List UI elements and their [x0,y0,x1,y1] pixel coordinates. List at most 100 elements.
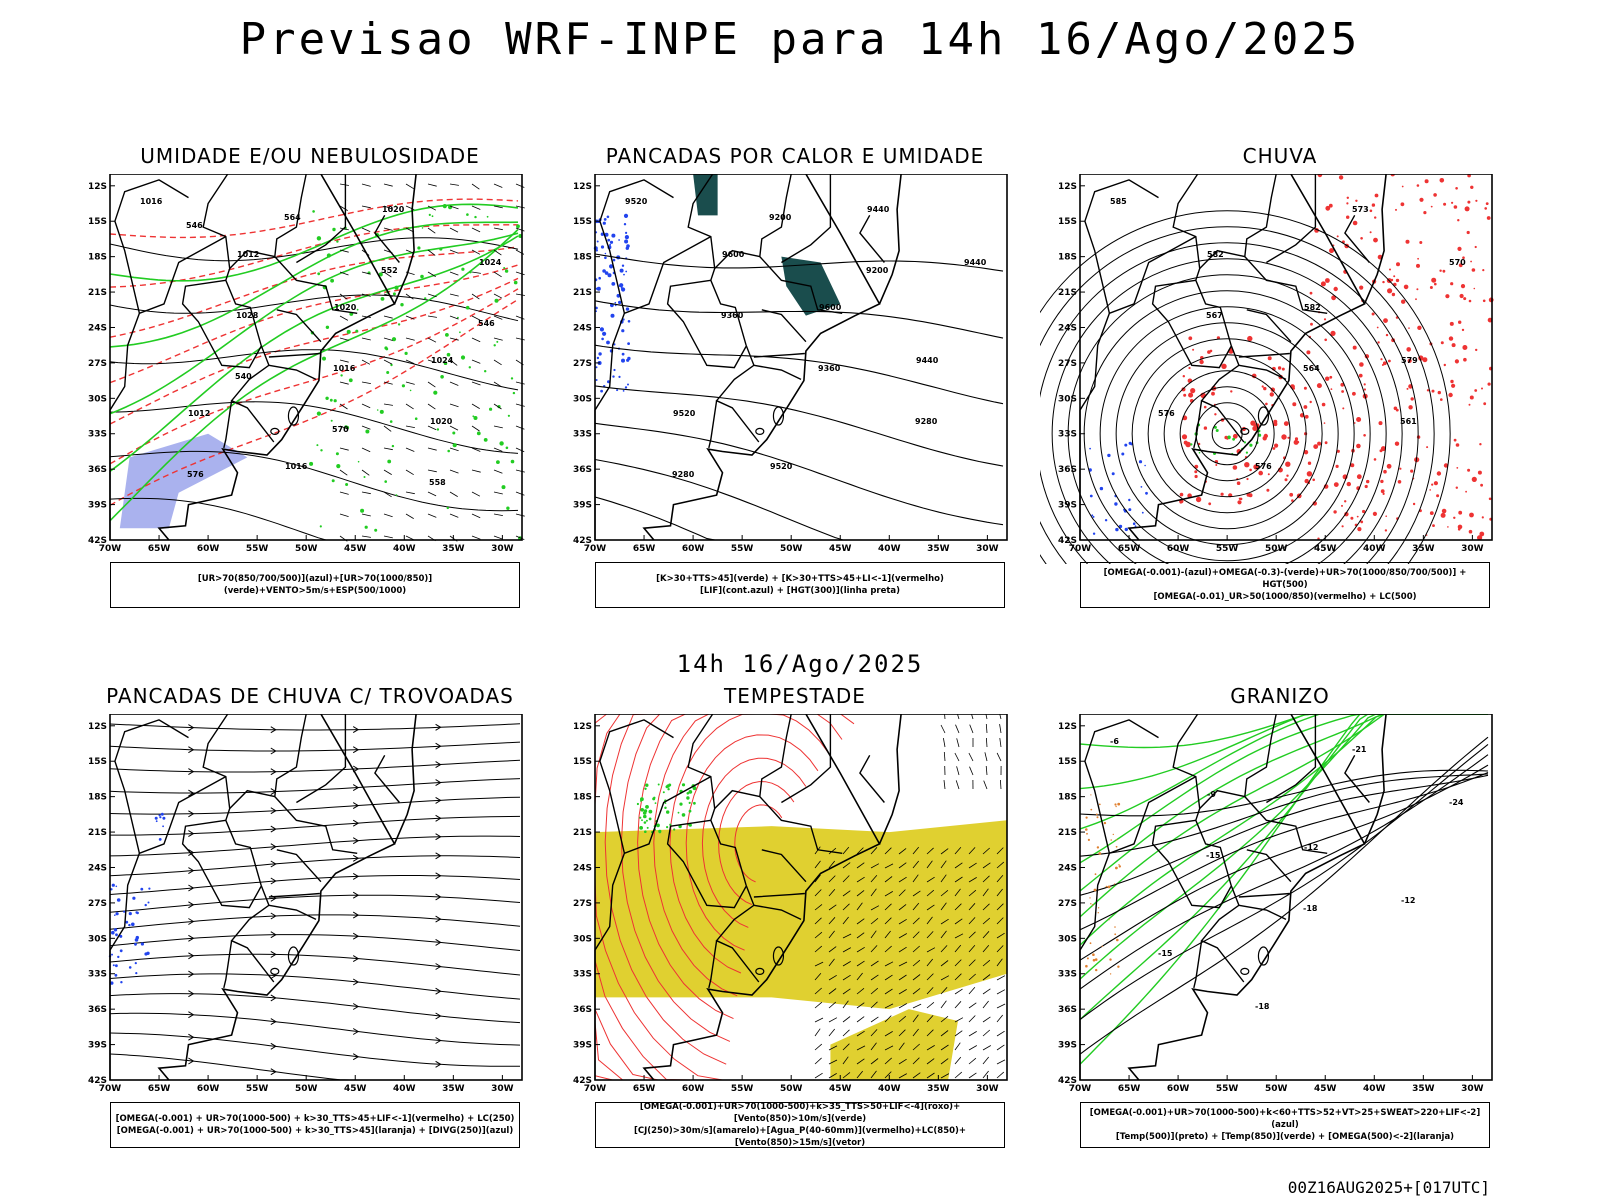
rain-cell [1464,206,1470,212]
rain-cell [1309,400,1312,404]
moisture-cell [443,361,448,365]
lon-label: 35W [1412,1084,1435,1094]
wind-850-cell [686,792,690,795]
moisture-cell [332,227,336,232]
rain-cell [1303,386,1307,390]
border-line [761,849,807,883]
rain-cell [1192,348,1195,351]
lat-label: 42S [573,1076,592,1086]
lon-label: 40W [393,1084,416,1094]
rain-cell [1330,388,1333,390]
rain-cell [1335,464,1339,468]
rain-cell [1181,434,1188,440]
wind-vector [842,1072,851,1079]
divergence-cell [144,903,147,907]
rain-cell [1346,202,1349,205]
lat-label: 15S [573,217,592,227]
wind-vector [926,889,935,897]
rain-cell [1406,387,1409,390]
rain-cell [1401,185,1404,188]
lif-contour-dot [621,352,625,356]
wind-vector [870,930,877,939]
wind-vector [870,974,879,981]
lon-label: 50W [1265,1084,1288,1094]
rain-cell [1481,516,1484,519]
lon-label: 45W [344,1084,367,1094]
rain-cell [1284,478,1288,482]
wind-vector [926,916,933,925]
lat-label: 15S [1058,757,1077,767]
rain-cell [1380,446,1386,452]
legend-line: [OMEGA(-0.001)+UR>70(1000-500)+k>35_TTS>… [639,1102,961,1124]
wind-vector [968,1031,977,1037]
lon-label: 60W [682,1084,705,1094]
wind-vector [842,890,851,897]
rain-cell [1325,376,1330,381]
contour-line [1079,714,1488,864]
rain-cell [1230,390,1233,393]
rain-cell [1399,467,1402,470]
wind-vector [471,381,481,386]
wind-vector [493,249,502,256]
wind-vector [471,249,481,255]
rain-cell [1296,440,1300,444]
wind-vector [926,904,935,911]
rain-cell [1383,318,1388,323]
contour-label: 567 [1206,311,1223,320]
omega-cell [1132,522,1136,525]
wind-vector [898,862,907,869]
wind-vector [884,903,892,911]
omega-cell [1107,867,1109,869]
streamline [109,914,521,930]
lon-label: 60W [1167,1084,1190,1094]
wind-vector [361,491,371,495]
wind-vector [884,876,893,883]
rain-cell [1440,398,1443,401]
wind-vector [884,974,893,981]
rain-cell [1183,393,1187,397]
streamline-arrow [270,994,277,1002]
wind-vector [996,903,1004,911]
wind-vector [471,425,480,432]
rain-cell [1360,520,1364,524]
rain-cell [1451,201,1454,204]
lif-contour-dot [600,389,603,393]
contour-line [1079,714,1488,830]
wind-vector [912,846,920,855]
jet-stream-fill [830,1009,958,1080]
lif-contour-dot [596,240,599,243]
wind-vector [449,469,459,474]
rain-cell [1436,471,1442,476]
lon-label: 50W [1265,544,1288,554]
wind-vector [405,469,414,476]
moisture-cell [424,297,427,300]
border-line [1193,400,1203,449]
rain-cell [1454,359,1459,364]
lon-label: 55W [731,544,754,554]
rain-cell [1350,516,1354,520]
panel-umidade: UMIDADE E/OU NEBULOSIDADE 1016 1012 1020 10… [70,144,550,624]
rain-cell [1363,388,1366,391]
rain-cell [1477,470,1482,475]
wind-vector [870,1070,877,1079]
rain-cell [1316,383,1322,389]
lon-label: 50W [780,544,803,554]
rain-cell [1463,357,1467,362]
wind-vector [493,469,503,474]
omega-cell [1141,511,1144,514]
lon-label: 65W [148,544,171,554]
lon-label: 40W [878,544,901,554]
omega-cell [1103,821,1107,825]
wind-vector [856,1058,865,1065]
wind-vector [968,944,976,953]
divergence-cell [115,885,118,888]
streamline-arrow [352,1003,360,1010]
rain-cell [1325,278,1330,283]
omega-cell [1099,486,1104,491]
wind-vector [912,931,920,939]
wind-vector [968,917,976,925]
rain-cell [1480,483,1483,487]
border-line [666,819,747,909]
wind-vector [383,381,393,385]
border-line [666,279,747,369]
